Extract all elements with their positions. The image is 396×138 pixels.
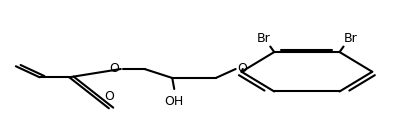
Text: OH: OH <box>165 95 184 108</box>
Text: Br: Br <box>257 32 270 45</box>
Text: Br: Br <box>344 32 357 45</box>
Text: O: O <box>109 63 119 75</box>
Text: O: O <box>104 90 114 103</box>
Text: O: O <box>238 63 248 75</box>
